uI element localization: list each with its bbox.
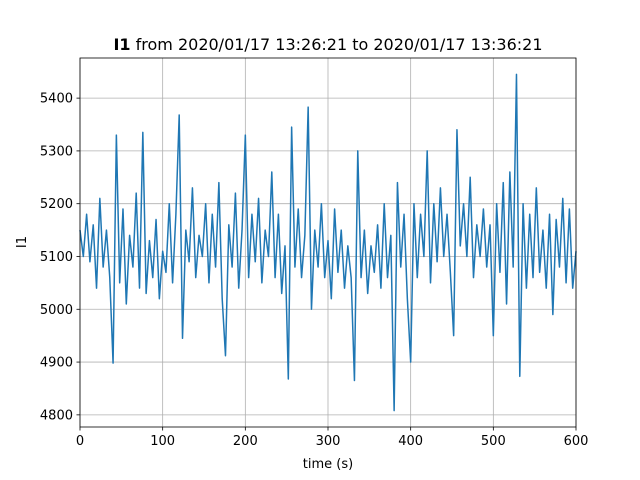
y-tick-label: 4900 bbox=[40, 356, 73, 371]
y-tick-label: 4800 bbox=[40, 408, 73, 423]
x-tick-label: 300 bbox=[316, 434, 341, 449]
line bbox=[79, 73, 577, 412]
plot-frame bbox=[79, 57, 577, 428]
x-tick-label: 100 bbox=[150, 434, 175, 449]
y-tick-label: 5100 bbox=[40, 250, 73, 265]
y-tick-label: 5200 bbox=[40, 197, 73, 212]
y-tick-label: 5400 bbox=[40, 92, 73, 107]
y-tick-label: 5300 bbox=[40, 144, 73, 159]
title-bold: I1 bbox=[113, 35, 130, 54]
x-tick-label: 200 bbox=[233, 434, 258, 449]
y-axis-label: I1 bbox=[15, 236, 30, 248]
y-tick-label: 5000 bbox=[40, 303, 73, 318]
x-tick-label: 400 bbox=[398, 434, 423, 449]
title-text: from 2020/01/17 13:26:21 to 2020/01/17 1… bbox=[136, 35, 543, 54]
x-tick-label: 600 bbox=[564, 434, 589, 449]
x-tick-label: 500 bbox=[481, 434, 506, 449]
chart-title: I1 from 2020/01/17 13:26:21 to 2020/01/1… bbox=[113, 35, 542, 54]
x-tick-label: 0 bbox=[76, 434, 84, 449]
x-axis-label: time (s) bbox=[303, 457, 353, 472]
